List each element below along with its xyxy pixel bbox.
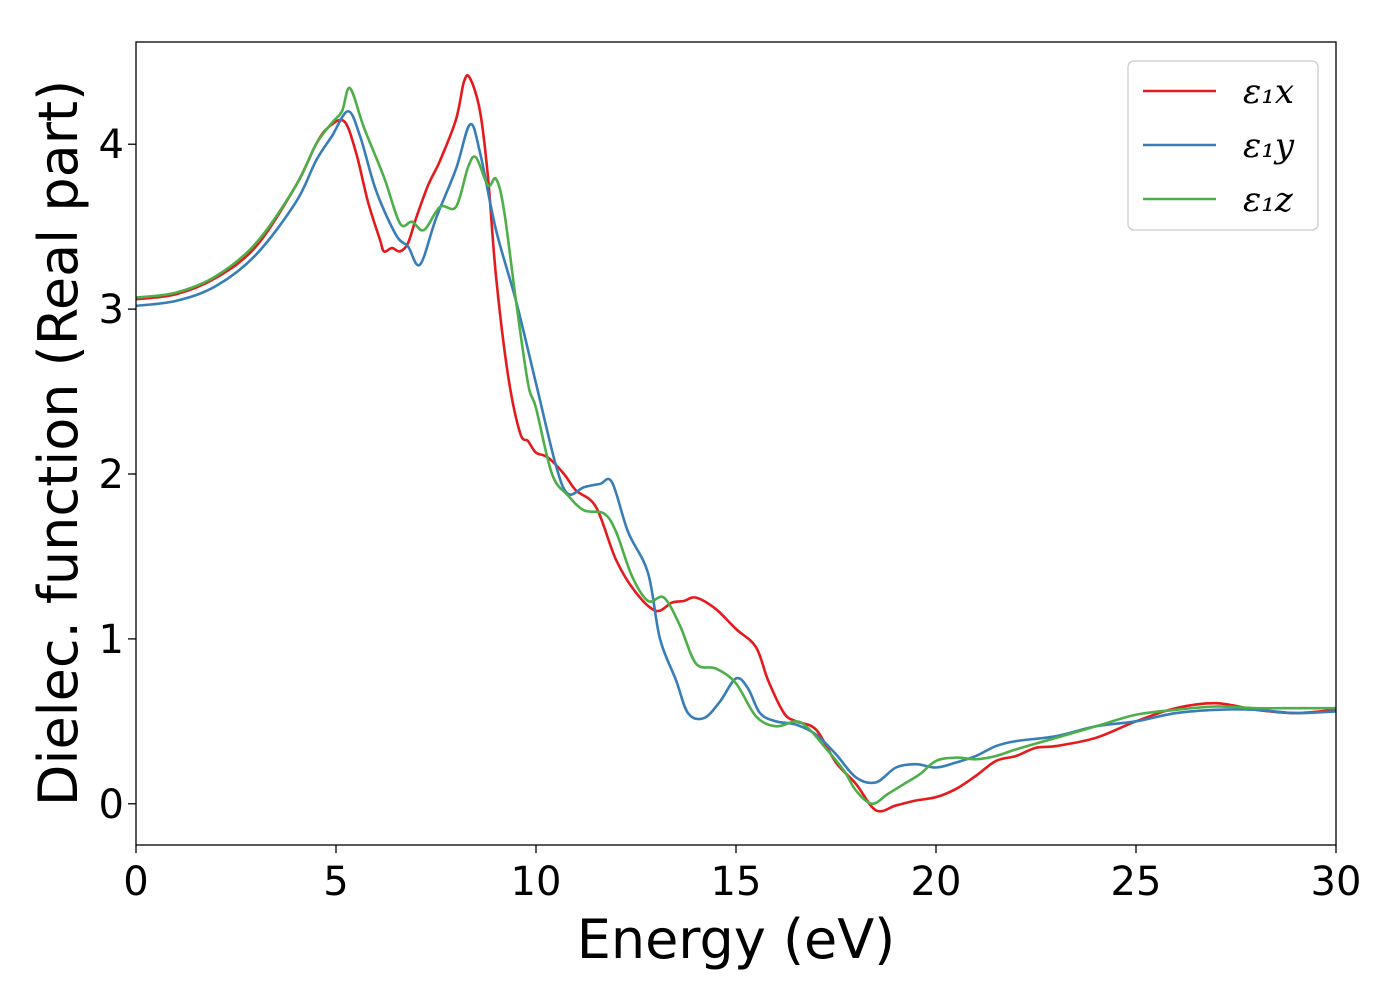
x-tick-label: 0 xyxy=(123,859,148,905)
legend-label-1: ε₁x xyxy=(1243,72,1294,112)
legend-label-3: ε₁z xyxy=(1243,180,1294,220)
x-axis-label: Energy (eV) xyxy=(577,908,896,971)
x-tick-label: 30 xyxy=(1311,859,1362,905)
y-axis-label: Dielec. function (Real part) xyxy=(27,80,90,806)
y-tick-label: 2 xyxy=(99,452,124,498)
x-tick-label: 10 xyxy=(511,859,562,905)
x-tick-label: 25 xyxy=(1111,859,1162,905)
y-tick-label: 1 xyxy=(99,617,124,663)
legend: ε₁x ε₁y ε₁z xyxy=(1127,60,1319,231)
x-tick-label: 5 xyxy=(323,859,348,905)
x-axis-ticks: 0 5 10 15 20 25 30 xyxy=(123,845,1361,905)
y-tick-label: 3 xyxy=(99,287,124,333)
series-line-3 xyxy=(136,86,1336,806)
series-group xyxy=(136,74,1336,813)
legend-box xyxy=(1127,60,1319,231)
legend-entries: ε₁x ε₁y ε₁z xyxy=(1143,72,1295,220)
y-tick-label: 4 xyxy=(99,122,124,168)
y-tick-label: 0 xyxy=(99,782,124,828)
x-tick-label: 15 xyxy=(711,859,762,905)
y-axis-ticks: 0 1 2 3 4 xyxy=(99,122,136,828)
legend-label-2: ε₁y xyxy=(1243,126,1295,166)
series-line-2 xyxy=(136,109,1336,785)
x-tick-label: 20 xyxy=(911,859,962,905)
